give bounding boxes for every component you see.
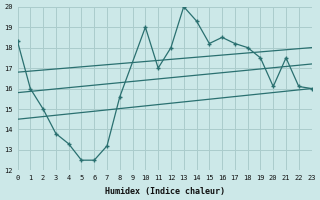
X-axis label: Humidex (Indice chaleur): Humidex (Indice chaleur) [105,187,225,196]
